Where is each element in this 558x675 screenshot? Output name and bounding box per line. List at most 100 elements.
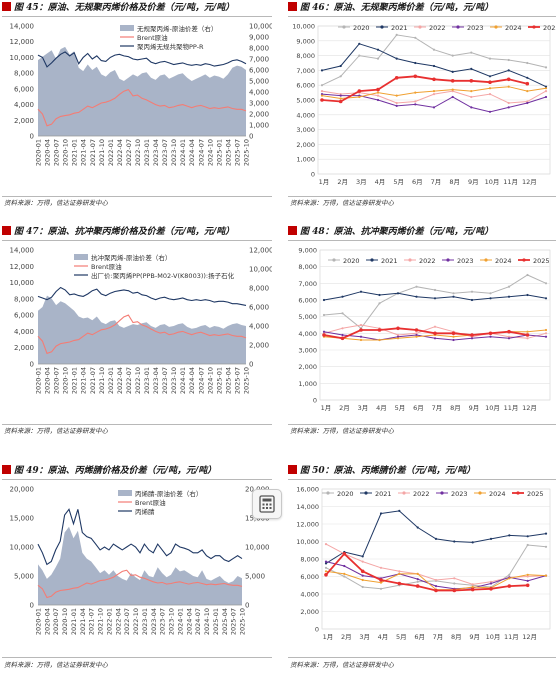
point-2021 [507, 69, 510, 72]
point-2020 [343, 575, 346, 578]
figure-45-title-rule [2, 16, 272, 17]
x-tick-label: 2023-01 [143, 367, 151, 394]
series-2022 [324, 543, 548, 586]
point-2025 [322, 333, 326, 337]
x-tick-label: 2023-10 [170, 139, 178, 166]
legend-label: 2022 [419, 257, 436, 265]
figure-46-source-rule [288, 196, 556, 197]
point-2021 [395, 57, 398, 60]
point-2021 [322, 298, 326, 302]
point-2025 [414, 328, 419, 332]
title-marker [288, 465, 297, 474]
legend-label: Brent原油 [91, 262, 122, 271]
y-left-tick-label: 10,000 [10, 279, 35, 287]
legend-marker [494, 25, 498, 29]
calculator-button[interactable] [252, 489, 282, 519]
y-tick-label: 8,000 [298, 263, 317, 271]
x-tick-label: 2021-07 [88, 608, 96, 635]
x-tick-label: 2024-01 [179, 139, 187, 166]
point-2024 [544, 87, 548, 90]
figure-f46-svg: 0 1,000 2,000 3,000 4,000 5,000 6,000 7,000 8,00… [292, 23, 556, 187]
x-tick-label: 12月 [522, 178, 537, 186]
figure-f49-svg: 05,00010,00015,00020,00005,00010,00015,0… [10, 486, 270, 636]
figure-49-title-rule [2, 479, 272, 480]
x-tick-label: 2021-01 [70, 608, 78, 635]
point-2023 [489, 582, 493, 585]
y-tick-label: 0 [311, 171, 315, 179]
point-2023 [432, 106, 436, 109]
series-2022 [322, 323, 548, 340]
y-left-tick-label: 0 [30, 133, 34, 141]
brent-line [37, 569, 243, 599]
y-left-tick-label: 6,000 [14, 312, 34, 320]
y-tick-label: 7,000 [298, 280, 317, 288]
spread-area [38, 46, 246, 136]
point-2022 [398, 570, 401, 573]
y-tick-label: 5,000 [298, 313, 317, 321]
point-2022 [434, 578, 438, 582]
point-2022 [415, 332, 418, 335]
point-2025 [470, 587, 475, 592]
legend-label: 出厂价:聚丙烯PP(PPB-M02-V(K8003)):扬子石化 [91, 271, 235, 280]
point-2020 [544, 545, 548, 548]
point-2025 [379, 578, 383, 582]
point-2022 [489, 580, 493, 583]
point-2021 [451, 70, 454, 73]
y-tick-label: 9,000 [296, 37, 315, 45]
y-right-tick-label: 1,000 [249, 122, 269, 130]
x-tick-label: 2023-07 [161, 367, 169, 394]
figure-f47-svg: 0 2,000 4,000 6,000 8,000 10,000 12,000 14,000 0… [10, 247, 273, 395]
y-tick-label: 3,000 [296, 126, 315, 134]
point-2025 [506, 77, 511, 82]
title-marker [288, 2, 297, 11]
y-tick-label: 8,000 [300, 556, 319, 564]
x-tick-label: 2025-07 [233, 139, 241, 166]
x-tick-label: 2020-01 [35, 139, 43, 166]
y-tick-label: 2,000 [298, 363, 317, 371]
y-right-tick-label: 5,000 [249, 78, 269, 86]
point-2020 [488, 57, 492, 60]
legend-label: 2020 [343, 257, 360, 265]
figure-50-source: 资料来源：万得，信达证券研发中心 [290, 661, 394, 669]
point-2021 [544, 297, 548, 300]
y-left-tick-label: 10,000 [10, 54, 35, 62]
point-2022 [470, 95, 473, 99]
brent-line [37, 314, 247, 355]
point-2025 [394, 76, 399, 80]
figure-49-chart: 05,00010,00015,00020,00005,00010,00015,0… [0, 481, 272, 657]
point-2022 [453, 577, 456, 580]
series-2021 [320, 42, 548, 88]
point-2025 [525, 583, 530, 588]
point-2024 [526, 573, 529, 576]
x-tick-label: 7月 [433, 633, 444, 641]
y-left-tick-label: 5,000 [14, 573, 34, 581]
legend-swatch-area [118, 490, 132, 496]
x-tick-label: 2020-10 [61, 608, 69, 635]
x-tick-label: 2023-10 [170, 367, 178, 394]
x-tick-label: 2023-04 [152, 367, 160, 394]
legend-label: 无规聚丙烯-原油价差（右） [137, 24, 217, 33]
series-2025 [322, 326, 530, 341]
x-tick-label: 2025-10 [243, 367, 251, 394]
legend-label: 2021 [381, 257, 398, 265]
point-2022 [376, 94, 380, 97]
figure-f45-svg: 0 2,000 4,000 6,000 8,000 10,000 12,000 14,000 0… [10, 23, 273, 167]
point-2020 [489, 292, 492, 295]
x-tick-label: 1月 [319, 178, 330, 186]
legend: 抗冲聚丙烯-原油价差（右）Brent原油出厂价:聚丙烯PP(PPB-M02-V(… [74, 253, 235, 280]
x-tick-label: 9月 [469, 404, 480, 412]
x-tick-label: 2021-10 [98, 367, 106, 394]
y-left-tick-label: 2,000 [14, 117, 34, 125]
y-left-tick-label: 14,000 [10, 23, 35, 31]
series-2021 [322, 290, 548, 302]
legend-label: 聚丙烯无规共聚物PP-R [137, 42, 204, 51]
figure-49-source: 资料来源：万得，信达证券研发中心 [4, 661, 108, 669]
legend-marker [342, 25, 346, 29]
point-2023 [416, 578, 419, 581]
legend-label: Brent原油 [135, 498, 166, 507]
series-2024 [320, 85, 548, 100]
product-line [37, 51, 247, 68]
x-tick-label: 2021-07 [89, 367, 97, 394]
x-tick-label: 2025-01 [215, 367, 223, 394]
